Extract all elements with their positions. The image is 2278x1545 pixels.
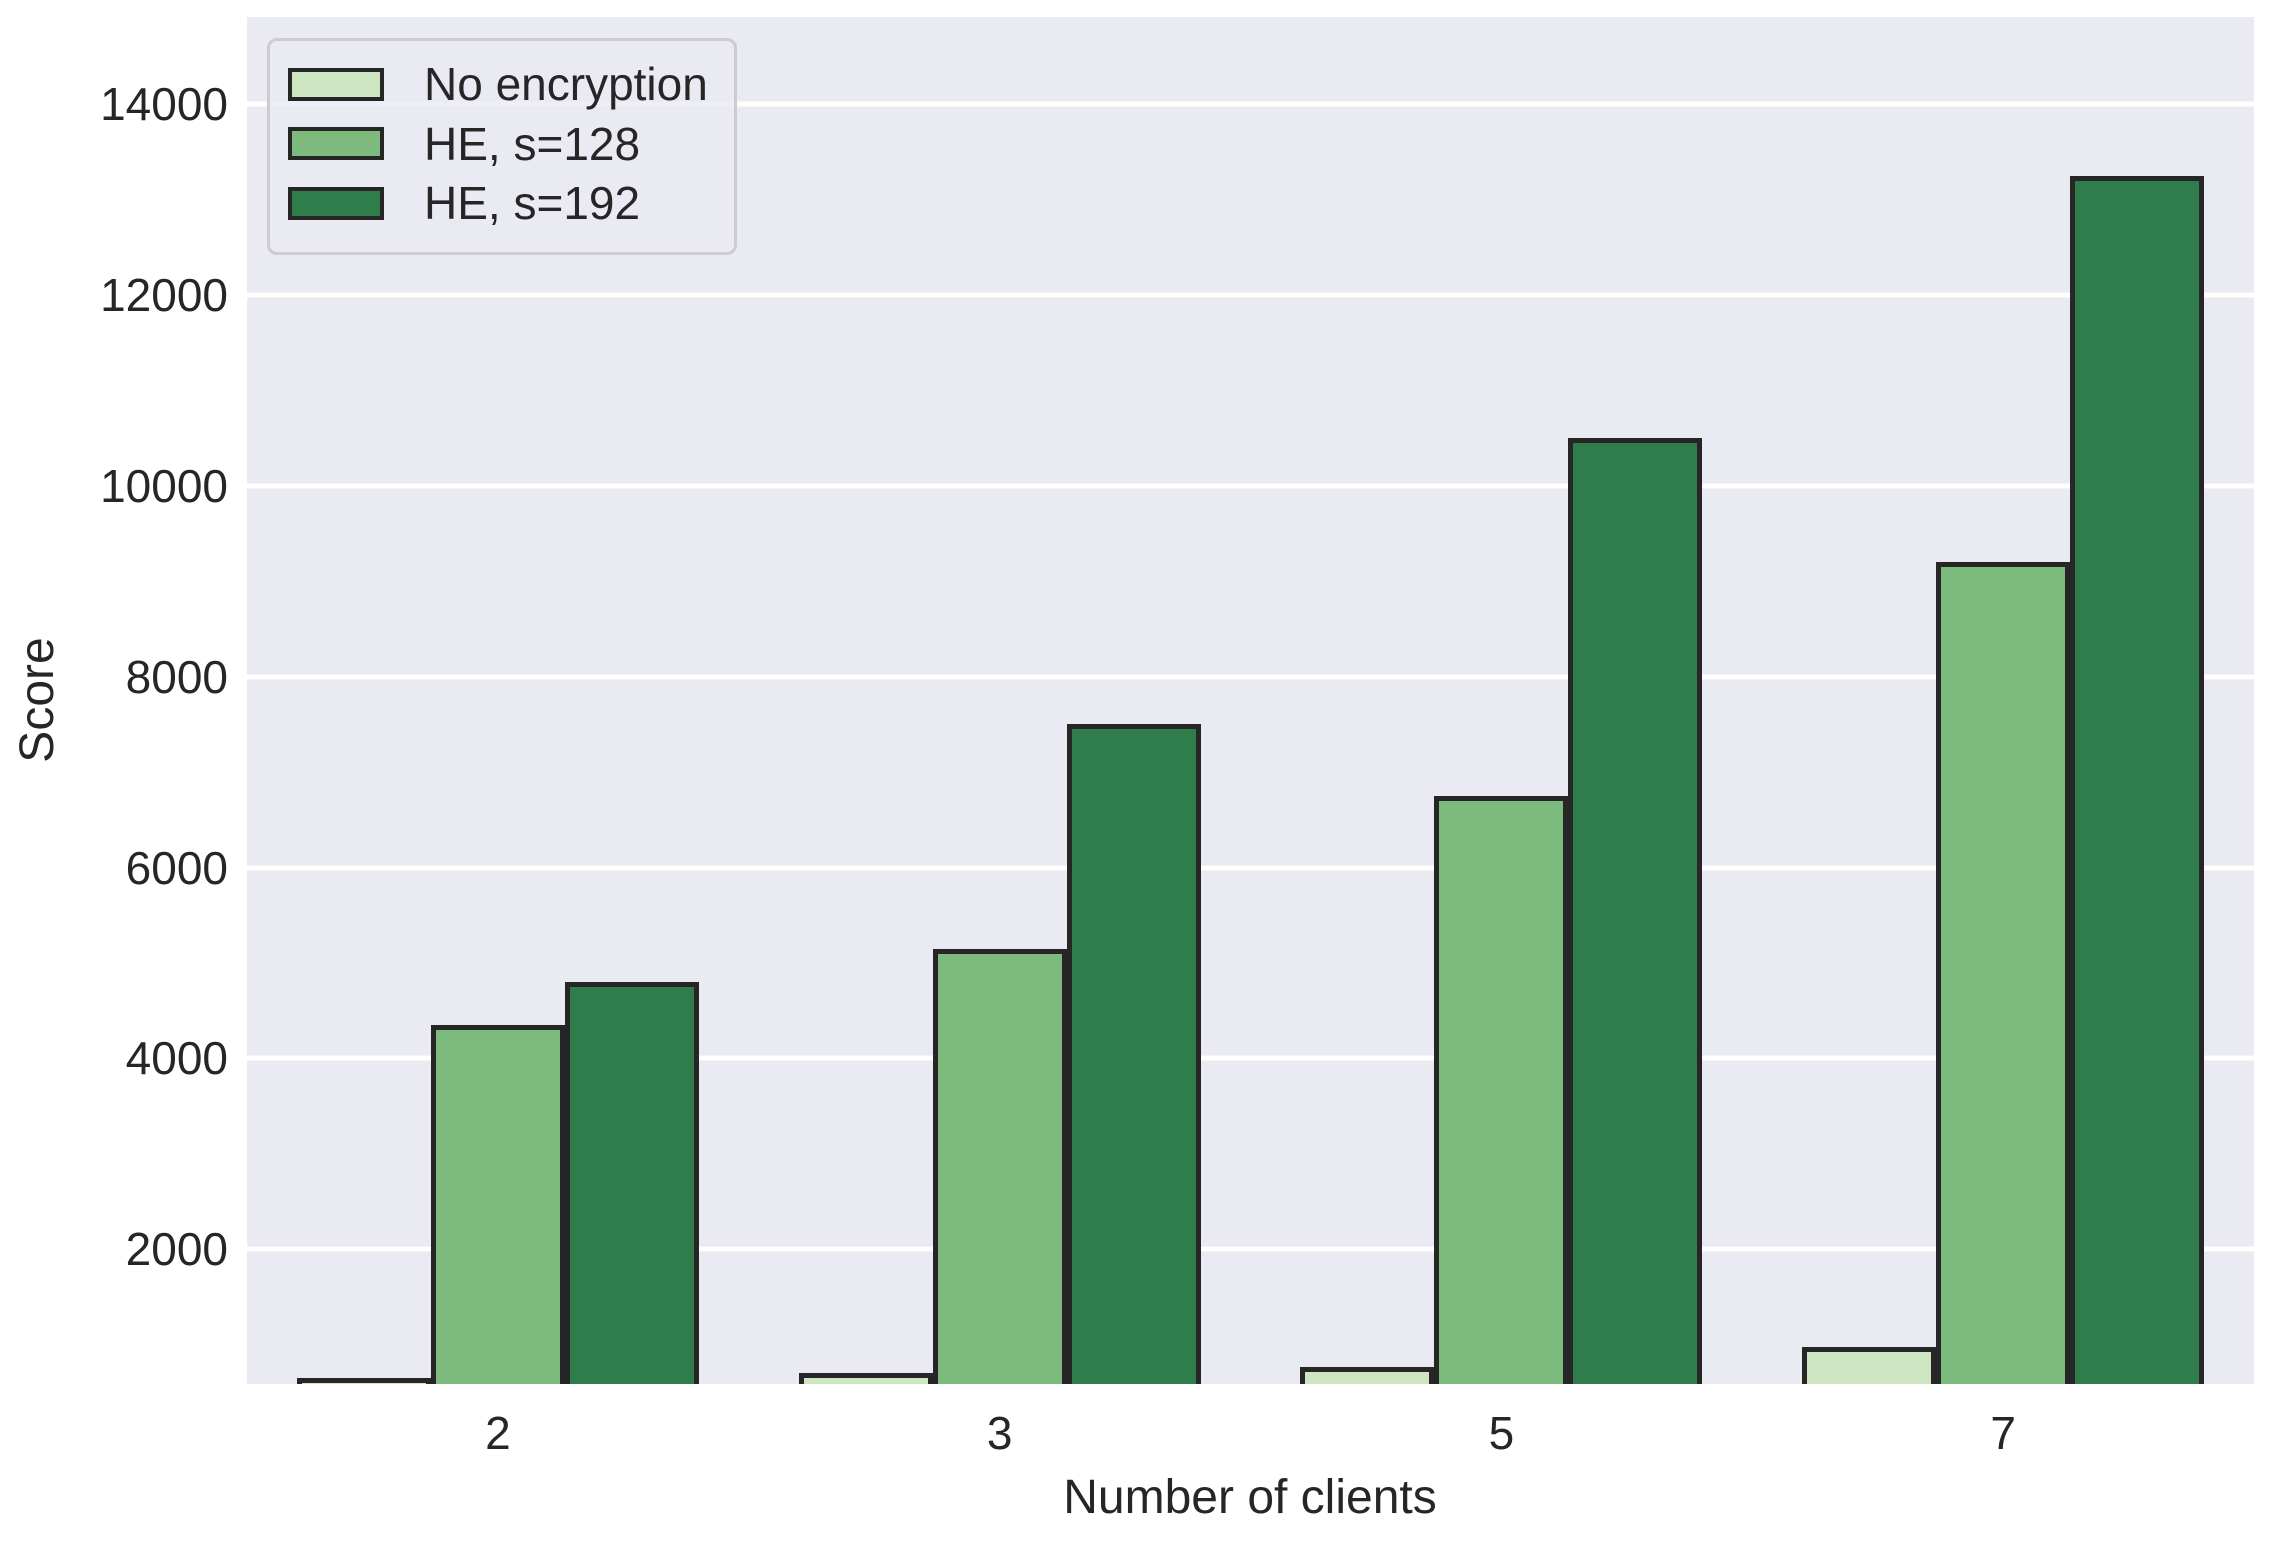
- legend-swatch-icon: [288, 127, 384, 160]
- legend-label: No encryption: [424, 58, 708, 110]
- legend-item: HE, s=192: [288, 180, 734, 226]
- y-tick-label: 14000: [100, 78, 228, 131]
- legend: No encryption HE, s=128 HE, s=192: [267, 38, 737, 255]
- bar-he-s-192-clients-5: [1568, 438, 1703, 1384]
- y-tick-label: 6000: [125, 841, 228, 894]
- bar-he-s-128-clients-3: [932, 948, 1067, 1384]
- gridline-4000: [247, 1055, 2254, 1061]
- bar-he-s-128-clients-2: [430, 1025, 565, 1384]
- gridline-2000: [247, 1246, 2254, 1252]
- gridline-12000: [247, 292, 2254, 298]
- x-tick-label-3: 3: [986, 1407, 1013, 1459]
- bar-no-encryption-clients-3: [798, 1373, 933, 1384]
- x-axis-label: Number of clients: [1063, 1471, 1437, 1524]
- gridline-8000: [247, 674, 2254, 680]
- bar-he-s-192-clients-2: [564, 982, 699, 1384]
- legend-label: HE, s=128: [424, 117, 641, 170]
- gridline-14000: [247, 101, 2254, 107]
- bar-no-encryption-clients-5: [1300, 1367, 1435, 1384]
- bar-he-s-128-clients-5: [1434, 796, 1569, 1384]
- y-axis-label: Score: [11, 637, 64, 763]
- y-tick-label: 4000: [125, 1032, 228, 1085]
- legend-item: No encryption: [288, 61, 734, 107]
- y-tick-label: 8000: [125, 650, 228, 703]
- y-axis-tick-labels: 2000 4000 6000 8000 10000 12000 14000: [0, 17, 228, 1384]
- x-tick-label-2: 2: [485, 1407, 511, 1459]
- x-tick-label-5: 5: [1488, 1407, 1515, 1459]
- y-tick-label: 2000: [125, 1223, 228, 1276]
- legend-label: HE, s=192: [424, 177, 641, 229]
- legend-swatch-icon: [288, 186, 384, 220]
- bar-he-s-192-clients-7: [2070, 175, 2205, 1384]
- y-tick-label: 12000: [100, 269, 228, 322]
- legend-swatch-icon: [288, 67, 384, 101]
- plot-area: [247, 17, 2254, 1384]
- gridline-10000: [247, 483, 2254, 489]
- bar-he-s-128-clients-7: [1936, 562, 2071, 1384]
- y-tick-label: 10000: [100, 459, 228, 512]
- bar-he-s-192-clients-3: [1066, 724, 1201, 1384]
- x-tick-label-7: 7: [1990, 1407, 2016, 1459]
- legend-item: HE, s=128: [288, 121, 734, 167]
- bar-no-encryption-clients-7: [1802, 1346, 1937, 1384]
- gridline-6000: [247, 865, 2254, 871]
- bar-no-encryption-clients-2: [296, 1377, 431, 1384]
